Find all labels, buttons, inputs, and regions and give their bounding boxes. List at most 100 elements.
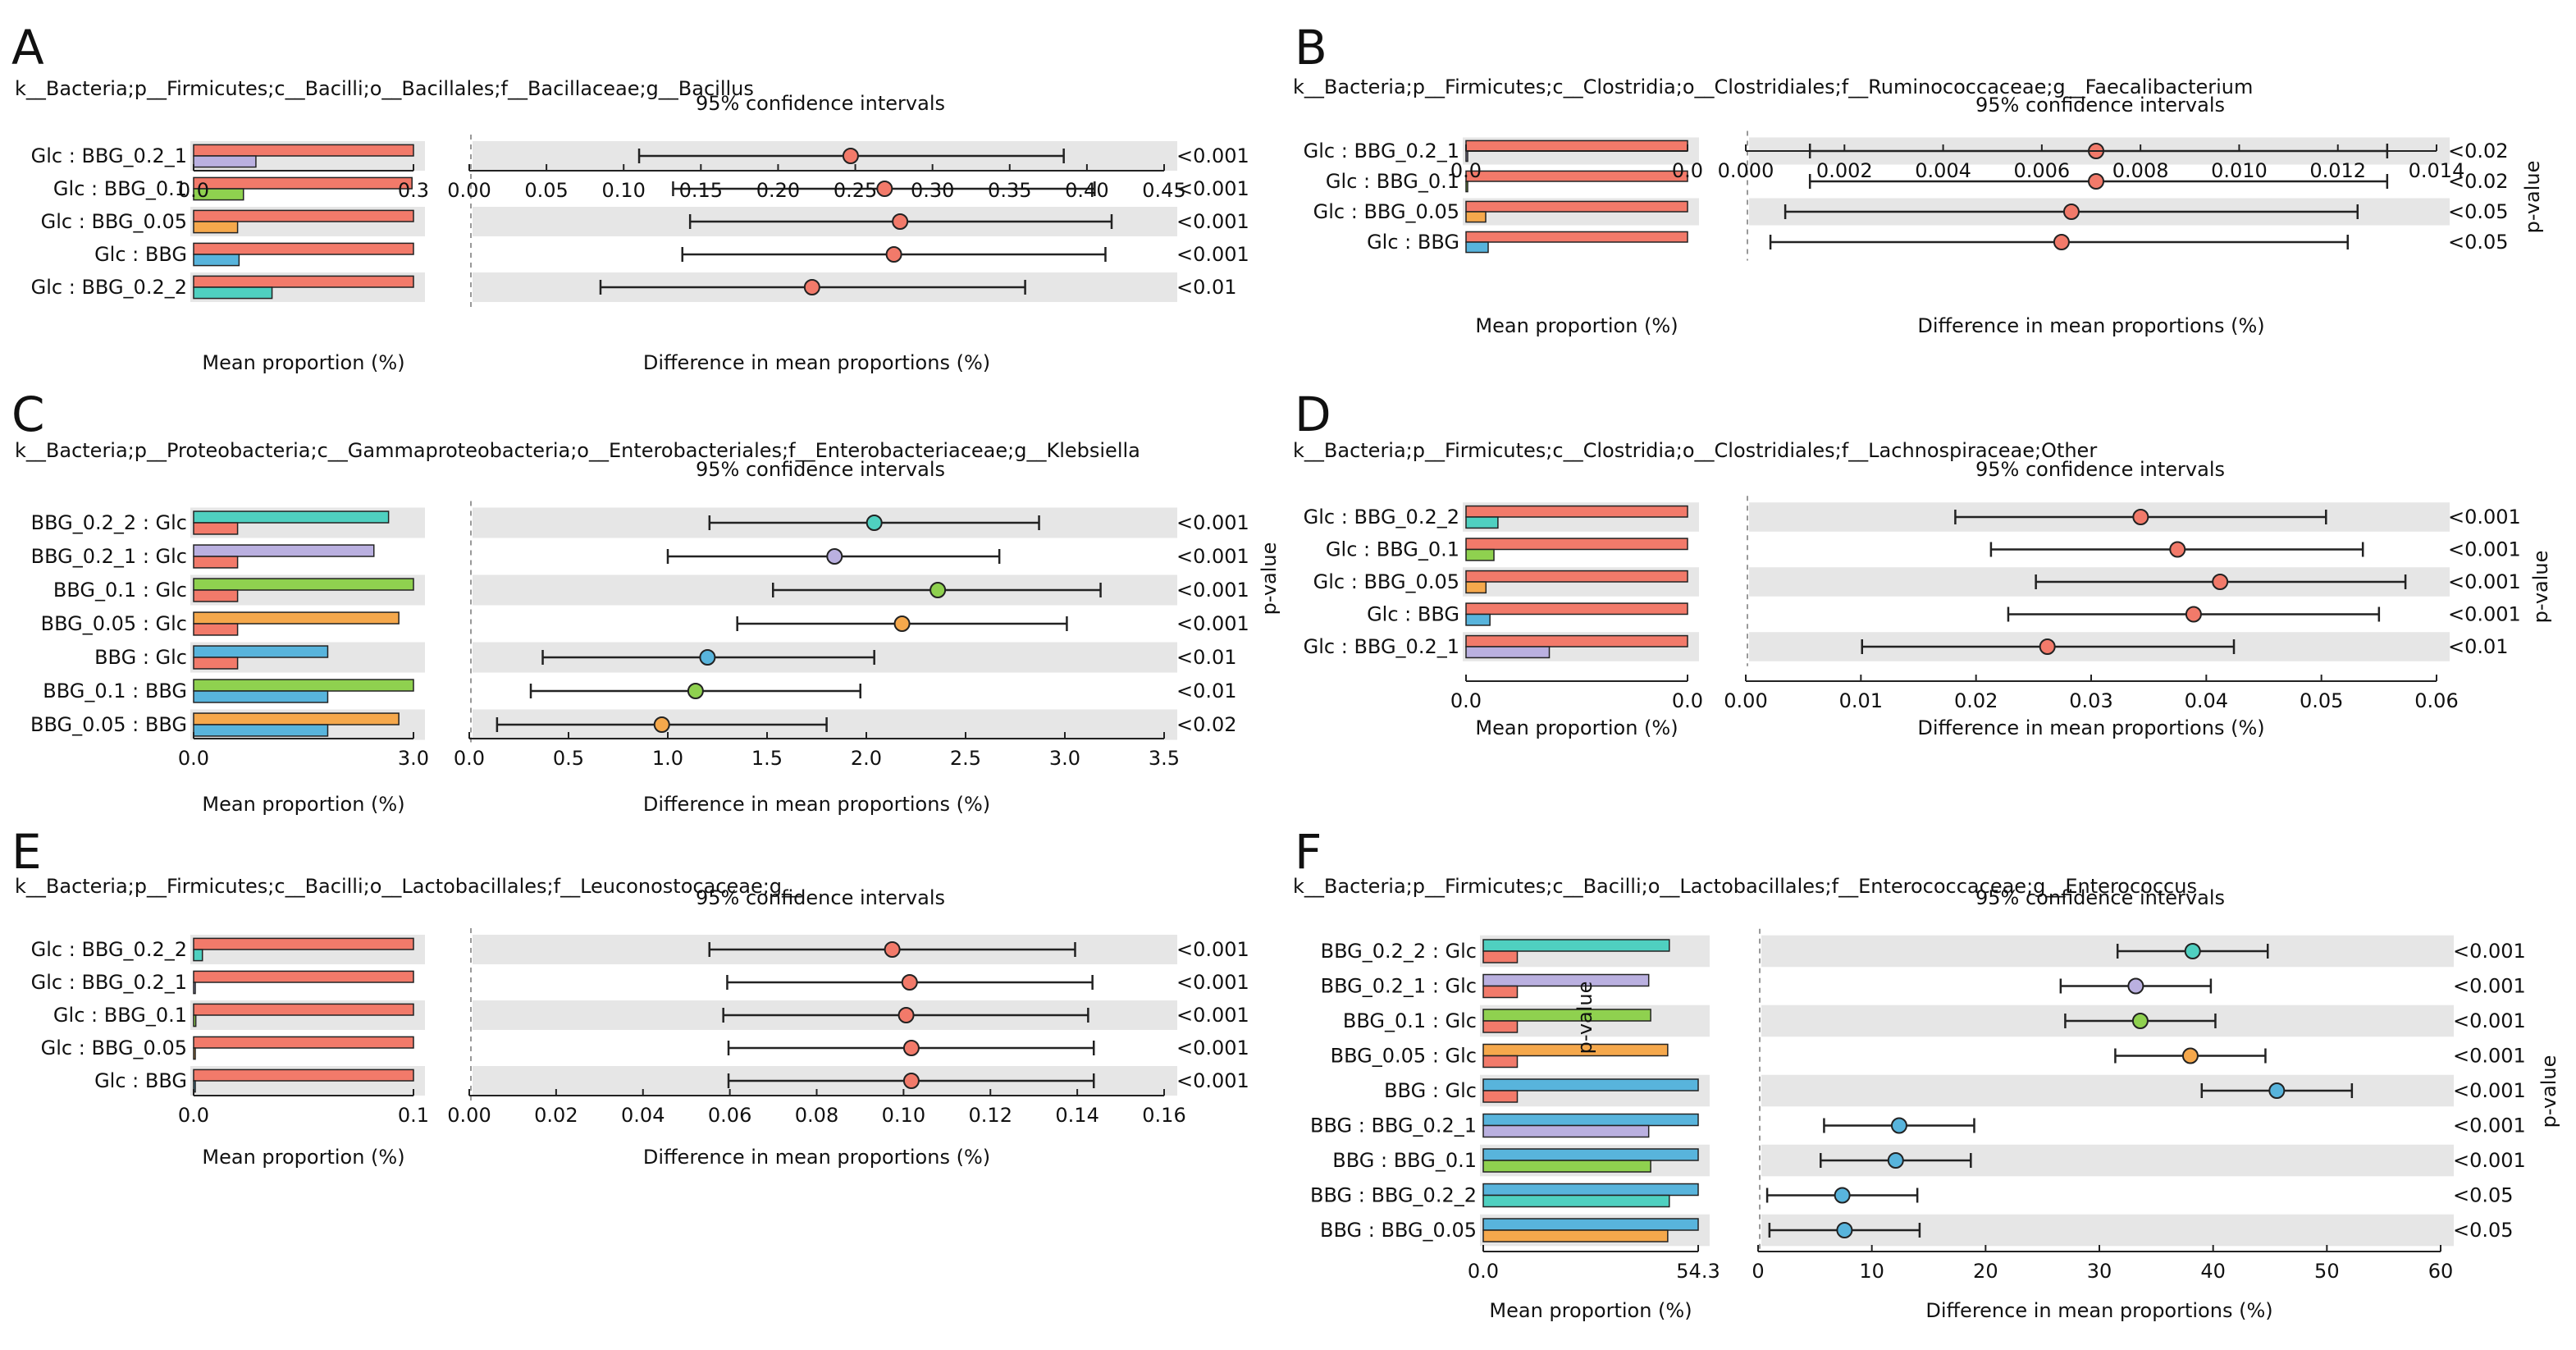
right-axis-tick-label: 0.10 [882,1104,925,1127]
left-axis-title: Mean proportion (%) [1475,716,1678,739]
mean-bar-group2 [1465,646,1551,659]
difference-point [826,548,843,565]
panel-label-b: B [1295,20,1327,76]
taxon-label: k__Bacteria;p__Firmicutes;c__Bacilli;o__… [15,875,802,898]
right-axis-tick-label: 0.16 [1142,1104,1185,1127]
p-value: <0.001 [2453,940,2526,963]
right-axis-tick-label: 0.20 [756,179,800,202]
left-axis-tick-label: 0.0 [1450,159,1482,182]
mean-bar-group2 [193,623,239,636]
right-axis-tick-label: 60 [2428,1260,2454,1283]
right-axis-tick-label: 2.0 [851,747,882,770]
p-value: <0.001 [1176,1004,1249,1027]
right-axis-tick-label: 0.06 [2414,689,2458,712]
left-axis-tick-label: 54.3 [1676,1260,1720,1283]
right-axis-tick-label: 50 [2314,1260,2340,1283]
difference-point [653,716,670,733]
row-shade-right [1761,935,2454,968]
mean-bar-group2 [1482,1090,1519,1103]
difference-point [2131,1013,2149,1029]
ci-title: 95% confidence intervals [696,92,945,115]
row-label: Glc : BBG_0.1 [53,177,187,200]
mean-bar-group1 [193,1069,414,1082]
row-label: Glc : BBG [1367,603,1459,626]
p-value-axis-label: p-value [2537,1055,2560,1128]
row-label: BBG : BBG_0.2_1 [1310,1114,1477,1137]
difference-point [699,649,716,666]
p-value: <0.001 [1176,243,1249,266]
mean-bar-group1 [1465,505,1688,518]
mean-bar-group1 [193,510,390,524]
right-axis-tick-label: 0.00 [447,1104,491,1127]
mean-bar-group2 [193,589,239,602]
left-axis-tick-label: 0.0 [1672,159,1703,182]
right-axis-tick-label: 0.010 [2211,159,2268,182]
mean-bar-group2 [193,1047,196,1060]
p-value: <0.02 [2448,140,2509,162]
right-axis-tick-label: 0.004 [1915,159,1971,182]
mean-bar-group1 [1465,570,1688,583]
mean-bar-group1 [1465,538,1688,551]
row-label: Glc : BBG_0.1 [53,1004,187,1027]
right-axis-tick-label: 0.002 [1816,159,1873,182]
row-label: BBG : BBG_0.05 [1320,1219,1477,1242]
difference-point [687,683,704,699]
p-value: <0.001 [1176,579,1249,602]
difference-point [1834,1187,1851,1204]
p-value: <0.001 [2448,603,2521,626]
panel-d: Dk__Bacteria;p__Firmicutes;c__Clostridia… [1293,387,2552,739]
right-axis-tick-label: 0.30 [911,179,954,202]
mean-bar-group1 [193,144,414,157]
mean-bar-group1 [1465,231,1688,243]
p-value: <0.001 [1176,177,1249,200]
row-label: Glc : BBG_0.05 [41,210,187,233]
panel-label-c: C [11,387,45,442]
right-axis-tick-label: 0.012 [2309,159,2366,182]
difference-point [876,181,893,197]
row-label: Glc : BBG_0.2_1 [31,144,187,167]
difference-point [2088,173,2105,190]
p-value: <0.01 [1176,276,1237,299]
difference-point [2268,1082,2286,1099]
mean-bar-group1 [193,611,400,625]
p-value-axis-label: p-value [2521,161,2544,234]
row-label: BBG_0.2_2 : Glc [1321,940,1477,963]
p-value: <0.01 [1176,680,1237,702]
mean-bar-group2 [193,690,329,703]
row-label: BBG_0.1 : Glc [1343,1009,1477,1032]
row-label: BBG_0.1 : BBG [43,680,187,702]
mean-bar-group2 [1465,516,1499,529]
p-value: <0.001 [2448,506,2521,529]
row-label: BBG_0.2_1 : Glc [1321,975,1477,998]
ci-title: 95% confidence intervals [696,458,945,481]
right-axis-tick-label: 0.5 [553,747,584,770]
difference-point [1887,1152,1904,1169]
row-label: Glc : BBG [94,1069,187,1092]
difference-point [897,1007,915,1023]
difference-point [901,974,918,991]
mean-bar-group2 [193,155,257,168]
mean-bar-group2 [193,982,196,995]
left-axis-tick-label: 0.0 [1450,689,1482,712]
p-value: <0.001 [2453,1009,2526,1032]
right-axis-tick-label: 0.45 [1142,179,1185,202]
right-axis-tick-label: 0.006 [2013,159,2070,182]
right-axis-title: Difference in mean proportions (%) [1925,1299,2272,1322]
row-label: BBG : Glc [1384,1079,1477,1102]
mean-bar-group2 [1482,1194,1670,1208]
row-label: BBG_0.2_1 : Glc [31,545,187,568]
mean-bar-group2 [1482,985,1519,999]
row-label: BBG_0.05 : Glc [1331,1045,1477,1068]
p-value-axis-label: p-value [1258,542,1281,616]
panel-c: Ck__Bacteria;p__Proteobacteria;c__Gammap… [11,387,1281,816]
mean-bar-group1 [1465,634,1688,648]
panel-a: Ak__Bacteria;p__Firmicutes;c__Bacilli;o_… [11,20,1249,374]
row-label: Glc : BBG_0.2_2 [31,938,187,961]
mean-bar-group1 [1482,1148,1699,1161]
mean-bar-group1 [1465,200,1688,213]
right-axis-tick-label: 0.35 [988,179,1031,202]
difference-point [902,1073,920,1089]
mean-bar-group1 [193,1003,414,1016]
left-axis-tick-label: 3.0 [398,747,429,770]
row-label: Glc : BBG_0.05 [1313,200,1459,223]
